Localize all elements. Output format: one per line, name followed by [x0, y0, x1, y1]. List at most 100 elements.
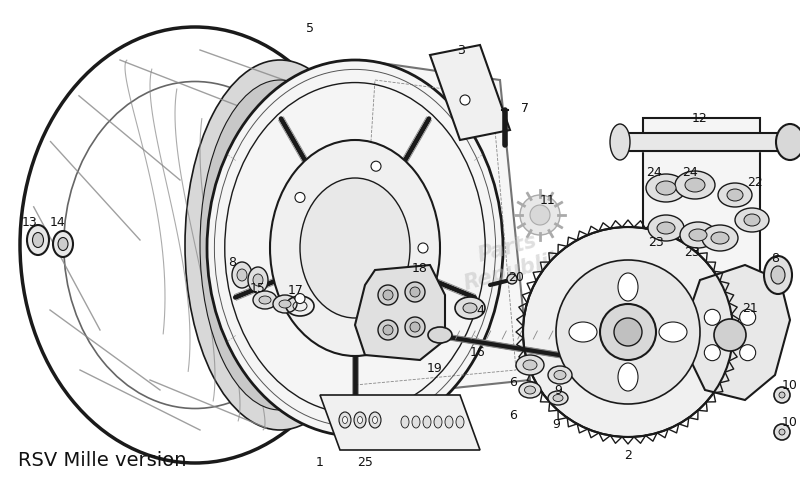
Text: 2: 2	[624, 448, 632, 462]
Polygon shape	[355, 265, 445, 360]
Circle shape	[704, 309, 720, 325]
Circle shape	[383, 325, 393, 335]
Circle shape	[740, 344, 756, 361]
Ellipse shape	[553, 394, 563, 401]
Circle shape	[740, 309, 756, 325]
Text: 23: 23	[684, 245, 700, 259]
Ellipse shape	[689, 229, 707, 241]
Text: 10: 10	[782, 416, 798, 428]
Ellipse shape	[300, 178, 410, 318]
Ellipse shape	[58, 238, 68, 250]
Ellipse shape	[455, 297, 485, 319]
Ellipse shape	[764, 256, 792, 294]
Ellipse shape	[317, 200, 393, 296]
Ellipse shape	[33, 232, 43, 247]
Circle shape	[405, 282, 425, 302]
Text: 7: 7	[521, 101, 529, 115]
Ellipse shape	[516, 355, 544, 375]
Circle shape	[378, 320, 398, 340]
Ellipse shape	[273, 295, 297, 313]
Ellipse shape	[771, 266, 785, 284]
Ellipse shape	[235, 105, 355, 385]
Ellipse shape	[456, 416, 464, 428]
Ellipse shape	[237, 269, 247, 281]
Circle shape	[600, 304, 656, 360]
Circle shape	[295, 294, 305, 303]
Ellipse shape	[656, 181, 676, 195]
Text: 16: 16	[470, 345, 486, 359]
Circle shape	[774, 424, 790, 440]
Polygon shape	[430, 45, 510, 140]
Ellipse shape	[610, 124, 630, 160]
Text: 22: 22	[747, 175, 763, 189]
Circle shape	[418, 243, 428, 253]
Polygon shape	[340, 60, 530, 400]
Circle shape	[410, 287, 420, 297]
Circle shape	[779, 429, 785, 435]
Ellipse shape	[519, 382, 541, 398]
Circle shape	[371, 325, 381, 335]
Polygon shape	[320, 395, 480, 450]
Ellipse shape	[423, 416, 431, 428]
Text: 15: 15	[250, 281, 266, 294]
Text: RSV Mille version: RSV Mille version	[18, 450, 186, 469]
Ellipse shape	[253, 274, 263, 286]
Ellipse shape	[702, 225, 738, 251]
Ellipse shape	[646, 174, 686, 202]
Ellipse shape	[718, 183, 752, 207]
Ellipse shape	[342, 416, 347, 423]
Circle shape	[371, 161, 381, 171]
Text: 9: 9	[552, 417, 560, 431]
Circle shape	[520, 195, 560, 235]
Text: 10: 10	[782, 378, 798, 392]
Circle shape	[507, 274, 517, 284]
Circle shape	[523, 227, 733, 437]
Text: 19: 19	[427, 362, 443, 374]
Ellipse shape	[200, 80, 360, 410]
Ellipse shape	[253, 291, 277, 309]
Circle shape	[295, 193, 305, 202]
Text: 20: 20	[508, 270, 524, 284]
Circle shape	[779, 392, 785, 398]
Ellipse shape	[207, 60, 503, 436]
Text: 23: 23	[648, 236, 664, 248]
Text: 25: 25	[357, 456, 373, 468]
Text: 4: 4	[476, 303, 484, 317]
Ellipse shape	[657, 222, 675, 234]
Ellipse shape	[675, 171, 715, 199]
Ellipse shape	[248, 267, 268, 293]
Text: 14: 14	[50, 216, 66, 228]
Text: Parts
Republik: Parts Republik	[455, 226, 565, 294]
Ellipse shape	[523, 360, 537, 370]
Circle shape	[714, 319, 746, 351]
Ellipse shape	[428, 327, 452, 343]
Circle shape	[383, 290, 393, 300]
Ellipse shape	[525, 386, 535, 394]
Text: 9: 9	[554, 384, 562, 396]
Ellipse shape	[354, 412, 366, 428]
Polygon shape	[688, 265, 790, 400]
Text: 11: 11	[540, 194, 556, 206]
Ellipse shape	[369, 412, 381, 428]
Ellipse shape	[412, 416, 420, 428]
Text: 8: 8	[771, 251, 779, 265]
Circle shape	[556, 260, 700, 404]
Text: 6: 6	[509, 375, 517, 389]
Ellipse shape	[339, 412, 351, 428]
Text: 18: 18	[412, 262, 428, 274]
Text: 24: 24	[682, 166, 698, 178]
Text: 3: 3	[457, 44, 465, 56]
Circle shape	[774, 387, 790, 403]
Circle shape	[378, 285, 398, 305]
Text: 12: 12	[692, 112, 708, 124]
Ellipse shape	[333, 220, 377, 276]
Ellipse shape	[618, 273, 638, 301]
Ellipse shape	[445, 416, 453, 428]
Circle shape	[614, 318, 642, 346]
Ellipse shape	[232, 262, 252, 288]
Ellipse shape	[776, 124, 800, 160]
Ellipse shape	[358, 416, 362, 423]
Ellipse shape	[648, 215, 684, 241]
Bar	[643, 118, 760, 383]
Ellipse shape	[401, 416, 409, 428]
